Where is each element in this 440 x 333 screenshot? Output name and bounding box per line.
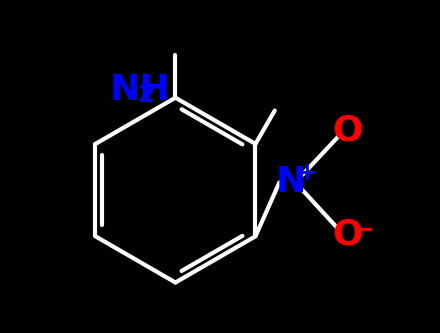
Text: −: − [354,216,374,241]
Text: NH: NH [110,73,171,107]
Text: N: N [276,166,306,199]
Text: O: O [332,218,363,252]
Text: +: + [296,161,317,185]
Text: 2: 2 [138,83,155,107]
Text: O: O [332,114,363,148]
